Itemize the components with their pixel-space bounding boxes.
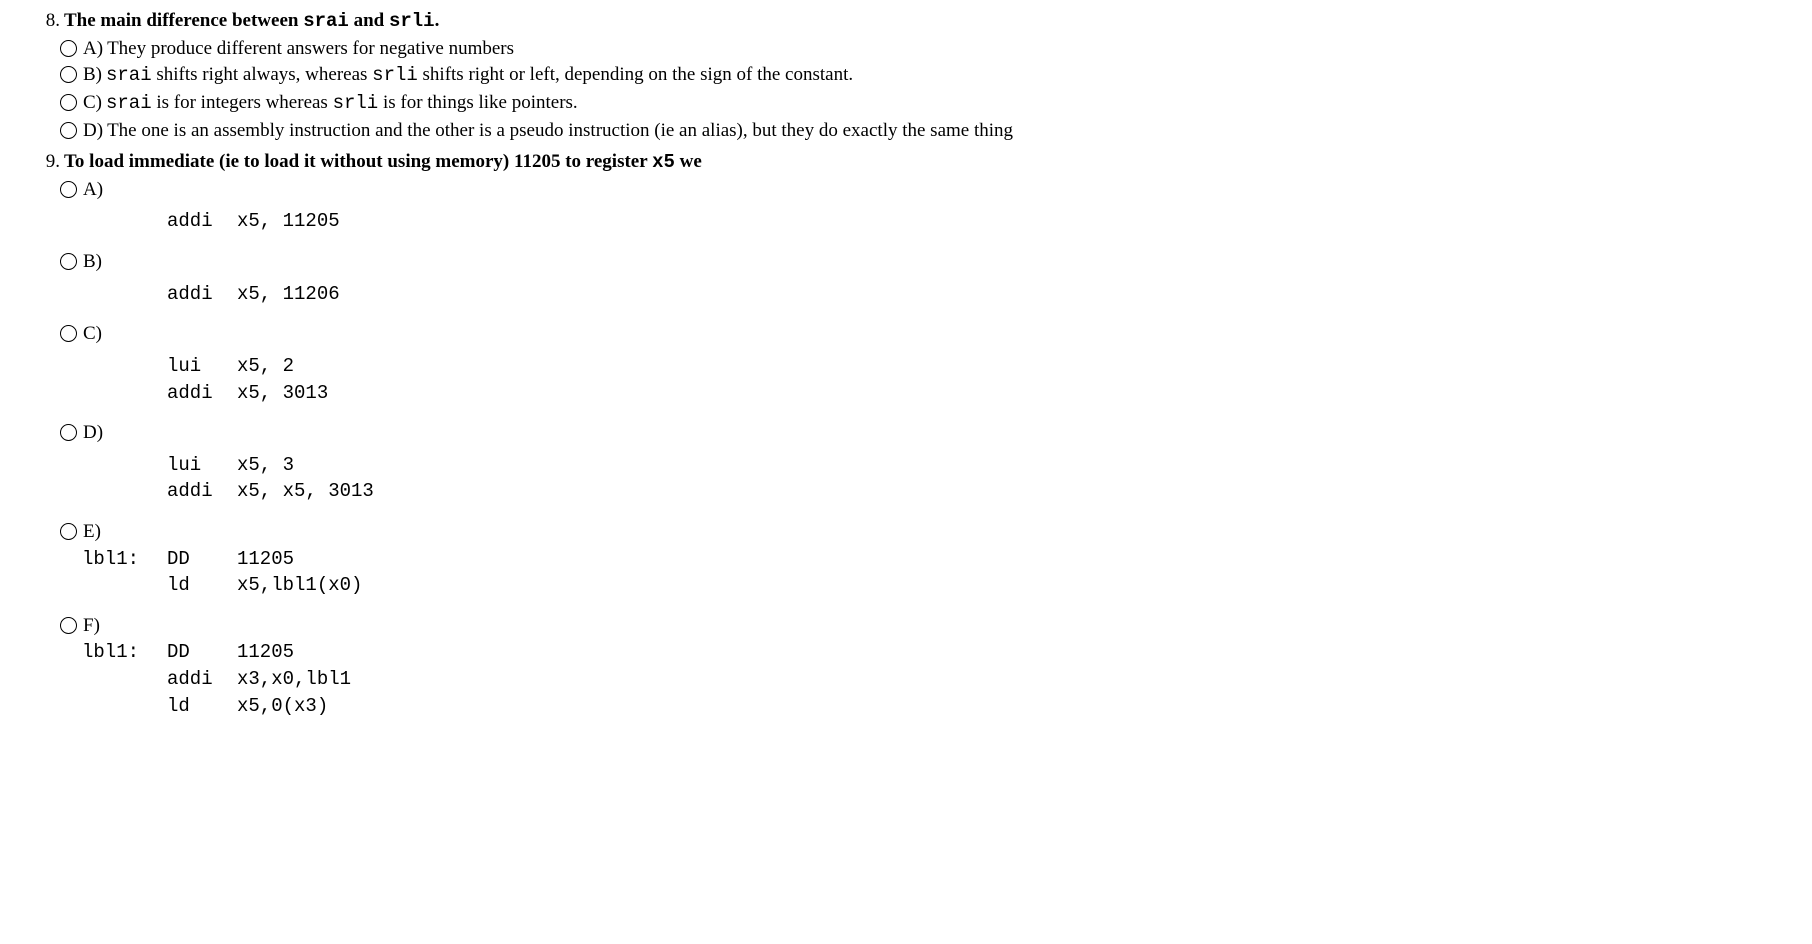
option-label: C) <box>83 92 102 113</box>
code-srai: srai <box>303 10 349 32</box>
option-9c[interactable]: C) <box>60 321 1792 347</box>
title-text: we <box>675 151 702 172</box>
option-label: A) <box>83 38 103 59</box>
code-inline: srai <box>106 64 152 86</box>
code-block-9a: addix5, 11205 <box>82 208 1792 235</box>
option-9a[interactable]: A) <box>60 177 1792 203</box>
option-text: D)The one is an assembly instruction and… <box>83 118 1013 144</box>
question-title: To load immediate (ie to load it without… <box>64 149 702 176</box>
radio-icon[interactable] <box>60 122 77 139</box>
option-text: B)srai shifts right always, whereas srli… <box>83 62 853 89</box>
code-opcode: addi <box>167 208 237 235</box>
title-text: To load immediate (ie to load it without… <box>64 151 652 172</box>
option-8a[interactable]: A)They produce different answers for neg… <box>60 36 1792 62</box>
option-8d[interactable]: D)The one is an assembly instruction and… <box>60 118 1792 144</box>
code-block-9f: lbl1:DD11205 addix3,x0,lbl1 ldx5,0(x3) <box>82 639 1792 719</box>
code-block-9e: lbl1:DD11205 ldx5,lbl1(x0) <box>82 546 1792 599</box>
question-9-header: 9. To load immediate (ie to load it with… <box>40 149 1792 176</box>
code-args: x5, 2 <box>237 355 294 377</box>
option-label: F) <box>83 613 100 639</box>
title-text: . <box>435 10 440 31</box>
option-label: D) <box>83 420 103 446</box>
radio-icon[interactable] <box>60 424 77 441</box>
question-number: 9. <box>40 149 60 175</box>
question-8: 8. The main difference between srai and … <box>60 8 1792 143</box>
option-body: shifts right always, whereas <box>152 64 373 85</box>
title-text: and <box>349 10 389 31</box>
code-opcode: ld <box>167 572 237 599</box>
code-opcode: lui <box>167 452 237 479</box>
code-args: x5, 3 <box>237 454 294 476</box>
option-9b[interactable]: B) <box>60 249 1792 275</box>
option-8c[interactable]: C)srai is for integers whereas srli is f… <box>60 90 1792 117</box>
option-label: B) <box>83 249 102 275</box>
code-args: x5, 11206 <box>237 283 340 305</box>
radio-icon[interactable] <box>60 617 77 634</box>
question-number: 8. <box>40 8 60 34</box>
code-opcode: addi <box>167 281 237 308</box>
option-9f[interactable]: F) <box>60 613 1792 639</box>
code-inline: srai <box>106 92 152 114</box>
code-args: 11205 <box>237 641 294 663</box>
radio-icon[interactable] <box>60 523 77 540</box>
code-opcode: lui <box>167 353 237 380</box>
radio-icon[interactable] <box>60 66 77 83</box>
radio-icon[interactable] <box>60 94 77 111</box>
code-inline: srli <box>333 92 379 114</box>
option-label: B) <box>83 64 102 85</box>
option-label: E) <box>83 519 101 545</box>
code-block-9d: luix5, 3 addix5, x5, 3013 <box>82 452 1792 505</box>
radio-icon[interactable] <box>60 253 77 270</box>
option-body: is for things like pointers. <box>378 92 577 113</box>
code-block-9b: addix5, 11206 <box>82 281 1792 308</box>
radio-icon[interactable] <box>60 181 77 198</box>
option-text: A)They produce different answers for neg… <box>83 36 514 62</box>
radio-icon[interactable] <box>60 325 77 342</box>
code-opcode: addi <box>167 478 237 505</box>
option-body: is for integers whereas <box>152 92 333 113</box>
code-opcode: addi <box>167 666 237 693</box>
code-srli: srli <box>389 10 435 32</box>
option-text: C)srai is for integers whereas srli is f… <box>83 90 578 117</box>
question-title: The main difference between srai and srl… <box>64 8 439 35</box>
code-args: x5, x5, 3013 <box>237 480 374 502</box>
code-opcode: ld <box>167 693 237 720</box>
code-args: x5, 11205 <box>237 210 340 232</box>
title-text: The main difference between <box>64 10 303 31</box>
code-args: x5,0(x3) <box>237 695 328 717</box>
question-8-header: 8. The main difference between srai and … <box>40 8 1792 35</box>
option-9e[interactable]: E) <box>60 519 1792 545</box>
option-label: A) <box>83 177 103 203</box>
code-opcode: DD <box>167 639 237 666</box>
radio-icon[interactable] <box>60 40 77 57</box>
code-args: x5, 3013 <box>237 382 328 404</box>
code-args: x5,lbl1(x0) <box>237 574 362 596</box>
code-args: x3,x0,lbl1 <box>237 668 351 690</box>
option-label: D) <box>83 120 103 141</box>
code-args: 11205 <box>237 548 294 570</box>
option-label: C) <box>83 321 102 347</box>
option-body: shifts right or left, depending on the s… <box>418 64 853 85</box>
code-opcode: addi <box>167 380 237 407</box>
option-body: The one is an assembly instruction and t… <box>107 120 1013 141</box>
code-label: lbl1: <box>82 546 167 573</box>
code-inline: srli <box>372 64 418 86</box>
code-opcode: DD <box>167 546 237 573</box>
option-body: They produce different answers for negat… <box>107 38 514 59</box>
question-9: 9. To load immediate (ie to load it with… <box>60 149 1792 719</box>
option-9d[interactable]: D) <box>60 420 1792 446</box>
code-x5: x5 <box>652 151 675 173</box>
option-8b[interactable]: B)srai shifts right always, whereas srli… <box>60 62 1792 89</box>
code-label: lbl1: <box>82 639 167 666</box>
code-block-9c: luix5, 2 addix5, 3013 <box>82 353 1792 406</box>
